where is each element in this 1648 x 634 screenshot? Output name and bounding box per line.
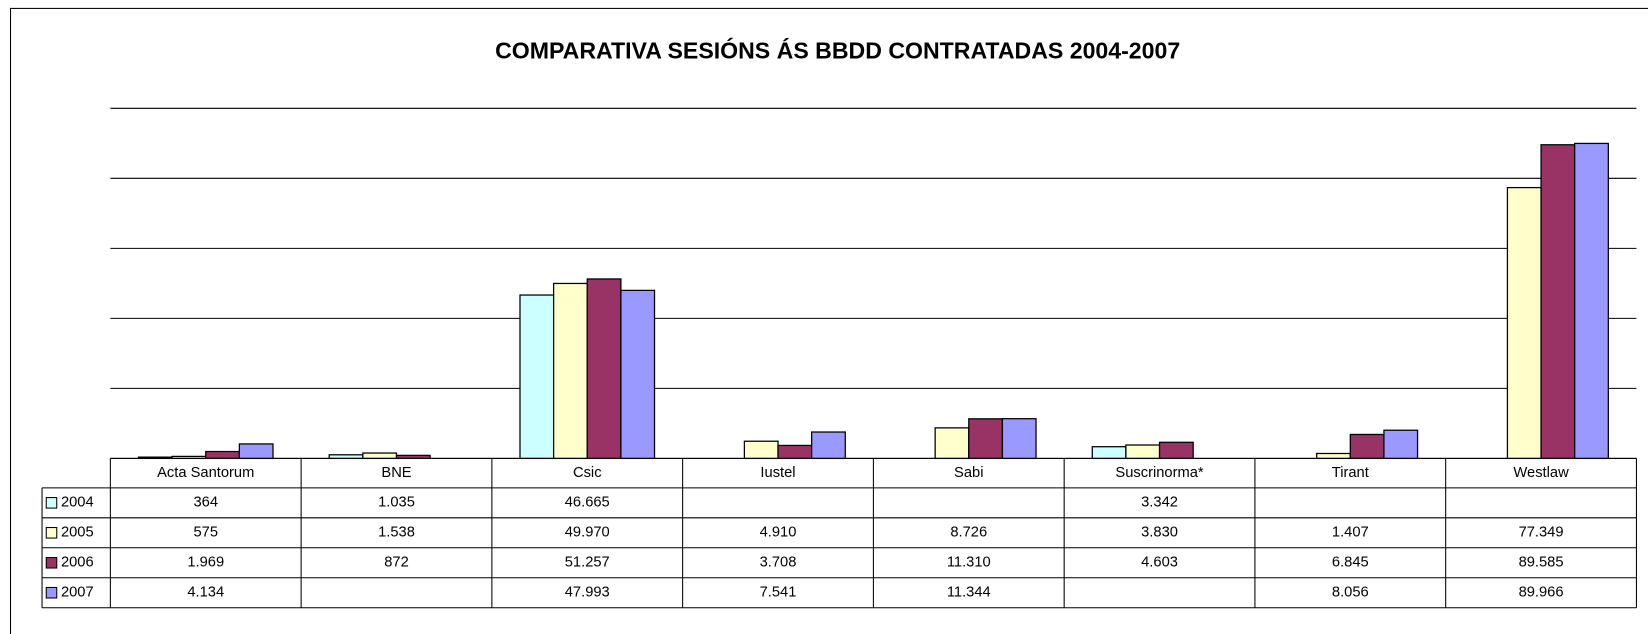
table-value: 4.910 (760, 525, 797, 541)
table-value: 8.056 (1332, 585, 1369, 601)
legend-label: 2007 (61, 585, 94, 601)
category-label: Iustel (760, 465, 795, 481)
bar (328, 454, 364, 460)
category-label: Suscrinorma* (1115, 465, 1204, 481)
bar (519, 294, 555, 460)
bar (811, 431, 846, 460)
legend-label: 2006 (61, 555, 94, 571)
bar (1316, 452, 1351, 460)
table-value: 49.970 (565, 525, 610, 541)
bar (362, 452, 398, 460)
table-value: 6.845 (1332, 555, 1369, 571)
legend-label: 2004 (61, 495, 94, 511)
bar (777, 444, 813, 460)
table-value: 3.342 (1141, 495, 1178, 511)
bar (1158, 441, 1194, 460)
bar (1506, 186, 1542, 460)
legend-key (45, 527, 58, 539)
legend-key (45, 497, 58, 509)
legend-key (45, 556, 58, 569)
bar (552, 282, 588, 460)
table-value: 1.969 (187, 555, 224, 571)
table-value: 8.726 (950, 525, 987, 541)
table-value: 4.603 (1141, 555, 1178, 571)
category-label: BNE (381, 465, 411, 481)
category-label: Sabi (954, 465, 983, 481)
table-value: 364 (193, 495, 218, 511)
bar (1001, 418, 1037, 460)
table-value: 11.310 (947, 555, 991, 571)
bar (586, 278, 622, 460)
table-value: 7.541 (760, 585, 797, 601)
category-label: Tirant (1332, 465, 1369, 481)
table-value: 51.257 (565, 555, 610, 571)
bar (1540, 144, 1576, 460)
bar (743, 440, 779, 460)
bar (205, 450, 241, 460)
table-value: 1.035 (378, 495, 415, 511)
table-value: 46.665 (565, 495, 610, 511)
table-value: 47.993 (565, 585, 610, 601)
table-value: 1.407 (1332, 525, 1369, 541)
table-value: 89.966 (1519, 585, 1564, 601)
bar (620, 289, 656, 460)
legend-key (45, 586, 58, 599)
table-value: 872 (384, 555, 409, 571)
chart-border (9, 7, 1648, 634)
bar (1383, 429, 1419, 460)
table-value: 77.349 (1519, 525, 1564, 541)
bar (1349, 433, 1385, 460)
bar (1091, 446, 1127, 460)
chart-title: COMPARATIVA SESIÓNS ÁS BBDD CONTRATADAS … (495, 37, 1180, 64)
bar (238, 443, 274, 460)
table-value: 4.134 (187, 585, 224, 601)
category-label: Westlaw (1513, 465, 1569, 481)
table-value: 575 (193, 525, 218, 541)
category-label: Acta Santorum (157, 465, 254, 481)
table-value: 3.830 (1141, 525, 1178, 541)
bar (1125, 444, 1161, 460)
bar (968, 418, 1004, 460)
legend-label: 2005 (61, 525, 94, 541)
table-value: 3.708 (760, 555, 797, 571)
table-value: 1.538 (378, 525, 415, 541)
bar (934, 427, 970, 460)
table-value: 89.585 (1519, 555, 1564, 571)
bar (1574, 142, 1609, 460)
category-label: Csic (573, 465, 602, 481)
table-value: 11.344 (947, 585, 991, 601)
